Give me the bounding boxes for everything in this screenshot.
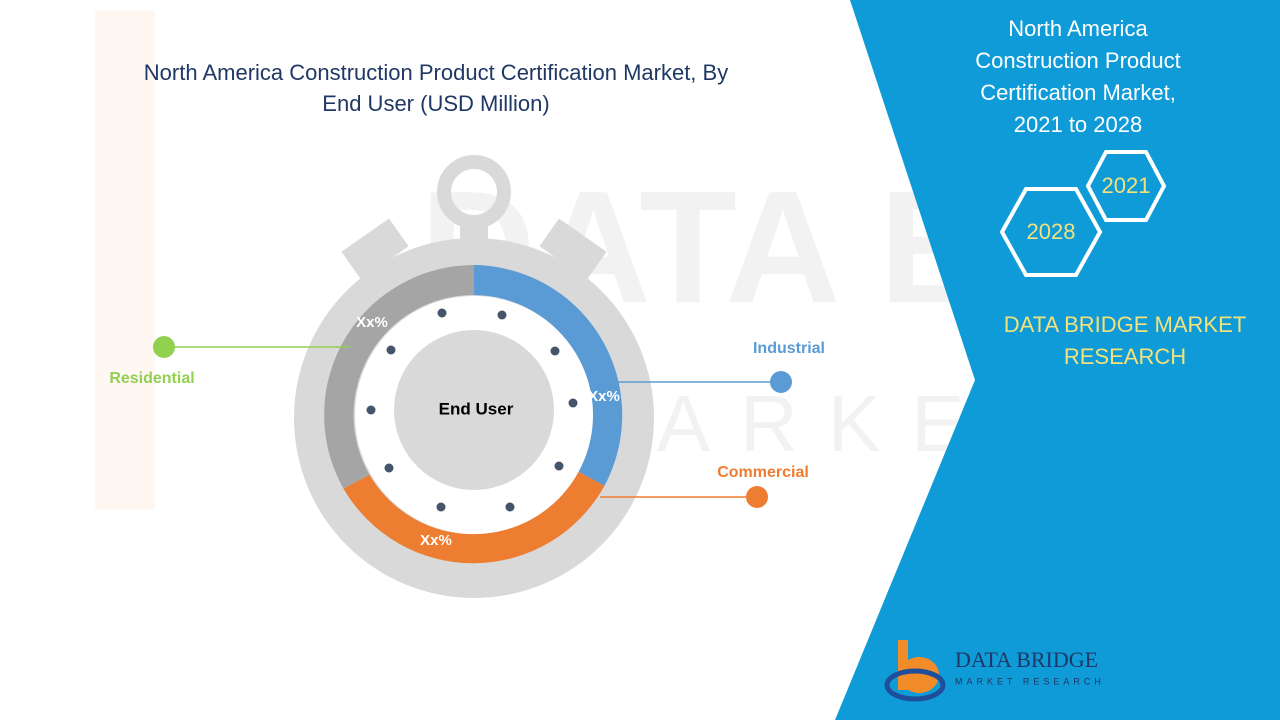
panel-title-line: North America bbox=[1008, 16, 1148, 41]
segment-label: Xx% bbox=[356, 314, 388, 331]
leader-dot bbox=[746, 486, 768, 508]
brand-line: DATA BRIDGE MARKET bbox=[1004, 312, 1246, 337]
panel-title-line: Certification Market, bbox=[980, 80, 1176, 105]
brand-line: RESEARCH bbox=[1064, 344, 1186, 369]
title-line: North America Construction Product Certi… bbox=[144, 60, 728, 85]
title-line: End User (USD Million) bbox=[322, 91, 549, 116]
logo-name: DATA BRIDGE bbox=[955, 647, 1098, 672]
year: 2021 bbox=[1102, 173, 1151, 198]
segment-label: Xx% bbox=[420, 532, 452, 549]
logo: DATA BRIDGE MARKET RESEARCH bbox=[884, 640, 1105, 702]
center-label: End User bbox=[439, 399, 514, 418]
side-panel bbox=[835, 0, 1280, 720]
hexagon bbox=[999, 187, 1103, 277]
legend-label: Residential bbox=[109, 370, 194, 387]
industrial-segment bbox=[474, 265, 623, 486]
legend-label: Industrial bbox=[753, 340, 825, 357]
legend-label: Commercial bbox=[717, 464, 809, 481]
commercial-segment bbox=[343, 471, 605, 564]
panel-title-line: Construction Product bbox=[975, 48, 1180, 73]
panel-title-line: 2021 to 2028 bbox=[1014, 112, 1142, 137]
hexagon bbox=[1085, 150, 1167, 222]
residential-segment bbox=[324, 265, 474, 489]
dial-center bbox=[394, 330, 554, 490]
logo-tagline: MARKET RESEARCH bbox=[955, 676, 1105, 686]
dial-dots bbox=[366, 308, 578, 512]
leader-dot bbox=[770, 371, 792, 393]
segment-label: Xx% bbox=[588, 388, 620, 405]
year: 2028 bbox=[1027, 219, 1076, 244]
leader-dot bbox=[153, 336, 175, 358]
